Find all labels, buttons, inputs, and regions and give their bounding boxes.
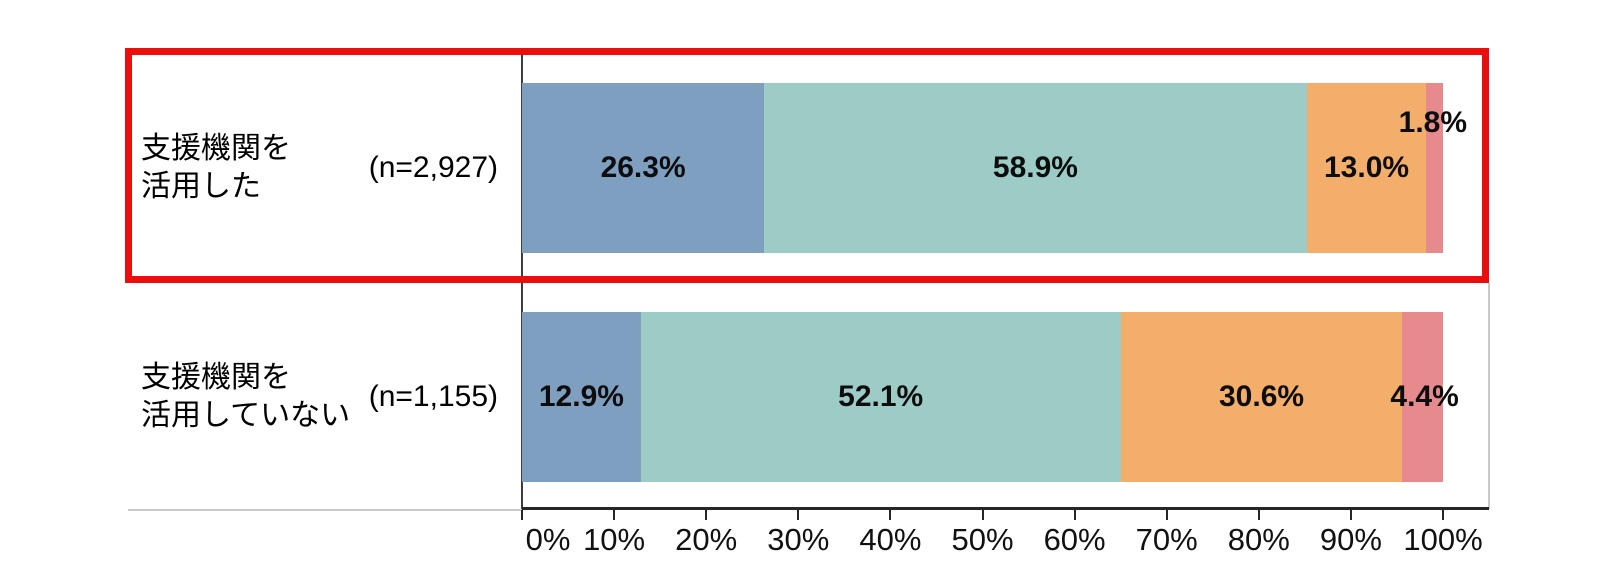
x-axis-tick-label: 40% [859, 522, 922, 557]
segment-value-label: 1.8% [1398, 106, 1468, 139]
x-axis-tick-label: 0% [525, 522, 571, 557]
segment-value-label: 52.1% [838, 380, 924, 413]
row-n-label: (n=2,927) [368, 151, 498, 184]
x-axis-tick [1257, 510, 1260, 520]
x-axis-tick-label: 50% [951, 522, 1014, 557]
bar-segment: 13.0% [1306, 83, 1427, 253]
x-axis-tick-label: 100% [1403, 522, 1483, 557]
x-axis-tick-label: 80% [1227, 522, 1290, 557]
row-label-block: 支援機関を活用していない (n=1,155) [141, 312, 498, 482]
row-n-label: (n=1,155) [368, 380, 498, 413]
x-axis-tick [1165, 510, 1168, 520]
x-axis-tick [1349, 510, 1352, 520]
x-axis-tick [613, 510, 616, 520]
row-category-label: 支援機関を活用していない [141, 359, 350, 435]
row-category-label-line: 活用した [141, 170, 261, 203]
x-axis-tick-label: 10% [583, 522, 646, 557]
row-label-block: 支援機関を活用した (n=2,927) [141, 83, 498, 253]
x-axis-tick-label: 70% [1135, 522, 1198, 557]
segment-value-label: 26.3% [600, 151, 686, 184]
x-axis-tick [521, 510, 523, 520]
bar-segment: 58.9% [764, 83, 1307, 253]
segment-value-label: 30.6% [1218, 380, 1305, 413]
x-axis-tick [981, 510, 984, 520]
x-axis-tick-label: 30% [767, 522, 830, 557]
x-axis-tick-label: 60% [1043, 522, 1106, 557]
segment-value-label: 58.9% [992, 151, 1078, 184]
row-category-label: 支援機関を 活用した [141, 130, 291, 206]
x-axis-baseline-left [128, 509, 522, 511]
plot-right-border [1488, 283, 1490, 509]
row-category-label-line: 支援機関を [141, 132, 291, 165]
x-axis-tick [1442, 510, 1444, 520]
x-axis-tick [797, 510, 800, 520]
bar-segment: 30.6% [1120, 312, 1403, 482]
x-axis-tick-label: 90% [1319, 522, 1382, 557]
bar-segment: 52.1% [640, 312, 1121, 482]
x-axis-tick [889, 510, 892, 520]
bar-segment: 26.3% [522, 83, 765, 253]
row-category-label-line: 支援機関を [141, 361, 291, 394]
x-axis-tick-label: 20% [675, 522, 738, 557]
segment-value-label: 12.9% [538, 380, 624, 413]
bar-segment [1402, 312, 1443, 482]
bar-row: 26.3% 58.9% 13.0% 1.8% [522, 83, 1467, 253]
bar-row: 12.9% 52.1% 30.6% 4.4% [522, 312, 1459, 482]
row-category-label-line: 活用していない [141, 399, 351, 432]
bar-segment [1426, 83, 1443, 253]
x-axis-tick [705, 510, 708, 520]
segment-value-label: 13.0% [1324, 151, 1410, 184]
x-axis-line [522, 507, 1489, 510]
x-axis-tick [1073, 510, 1076, 520]
bar-segment: 12.9% [522, 312, 641, 482]
segment-value-label: 4.4% [1390, 380, 1459, 413]
